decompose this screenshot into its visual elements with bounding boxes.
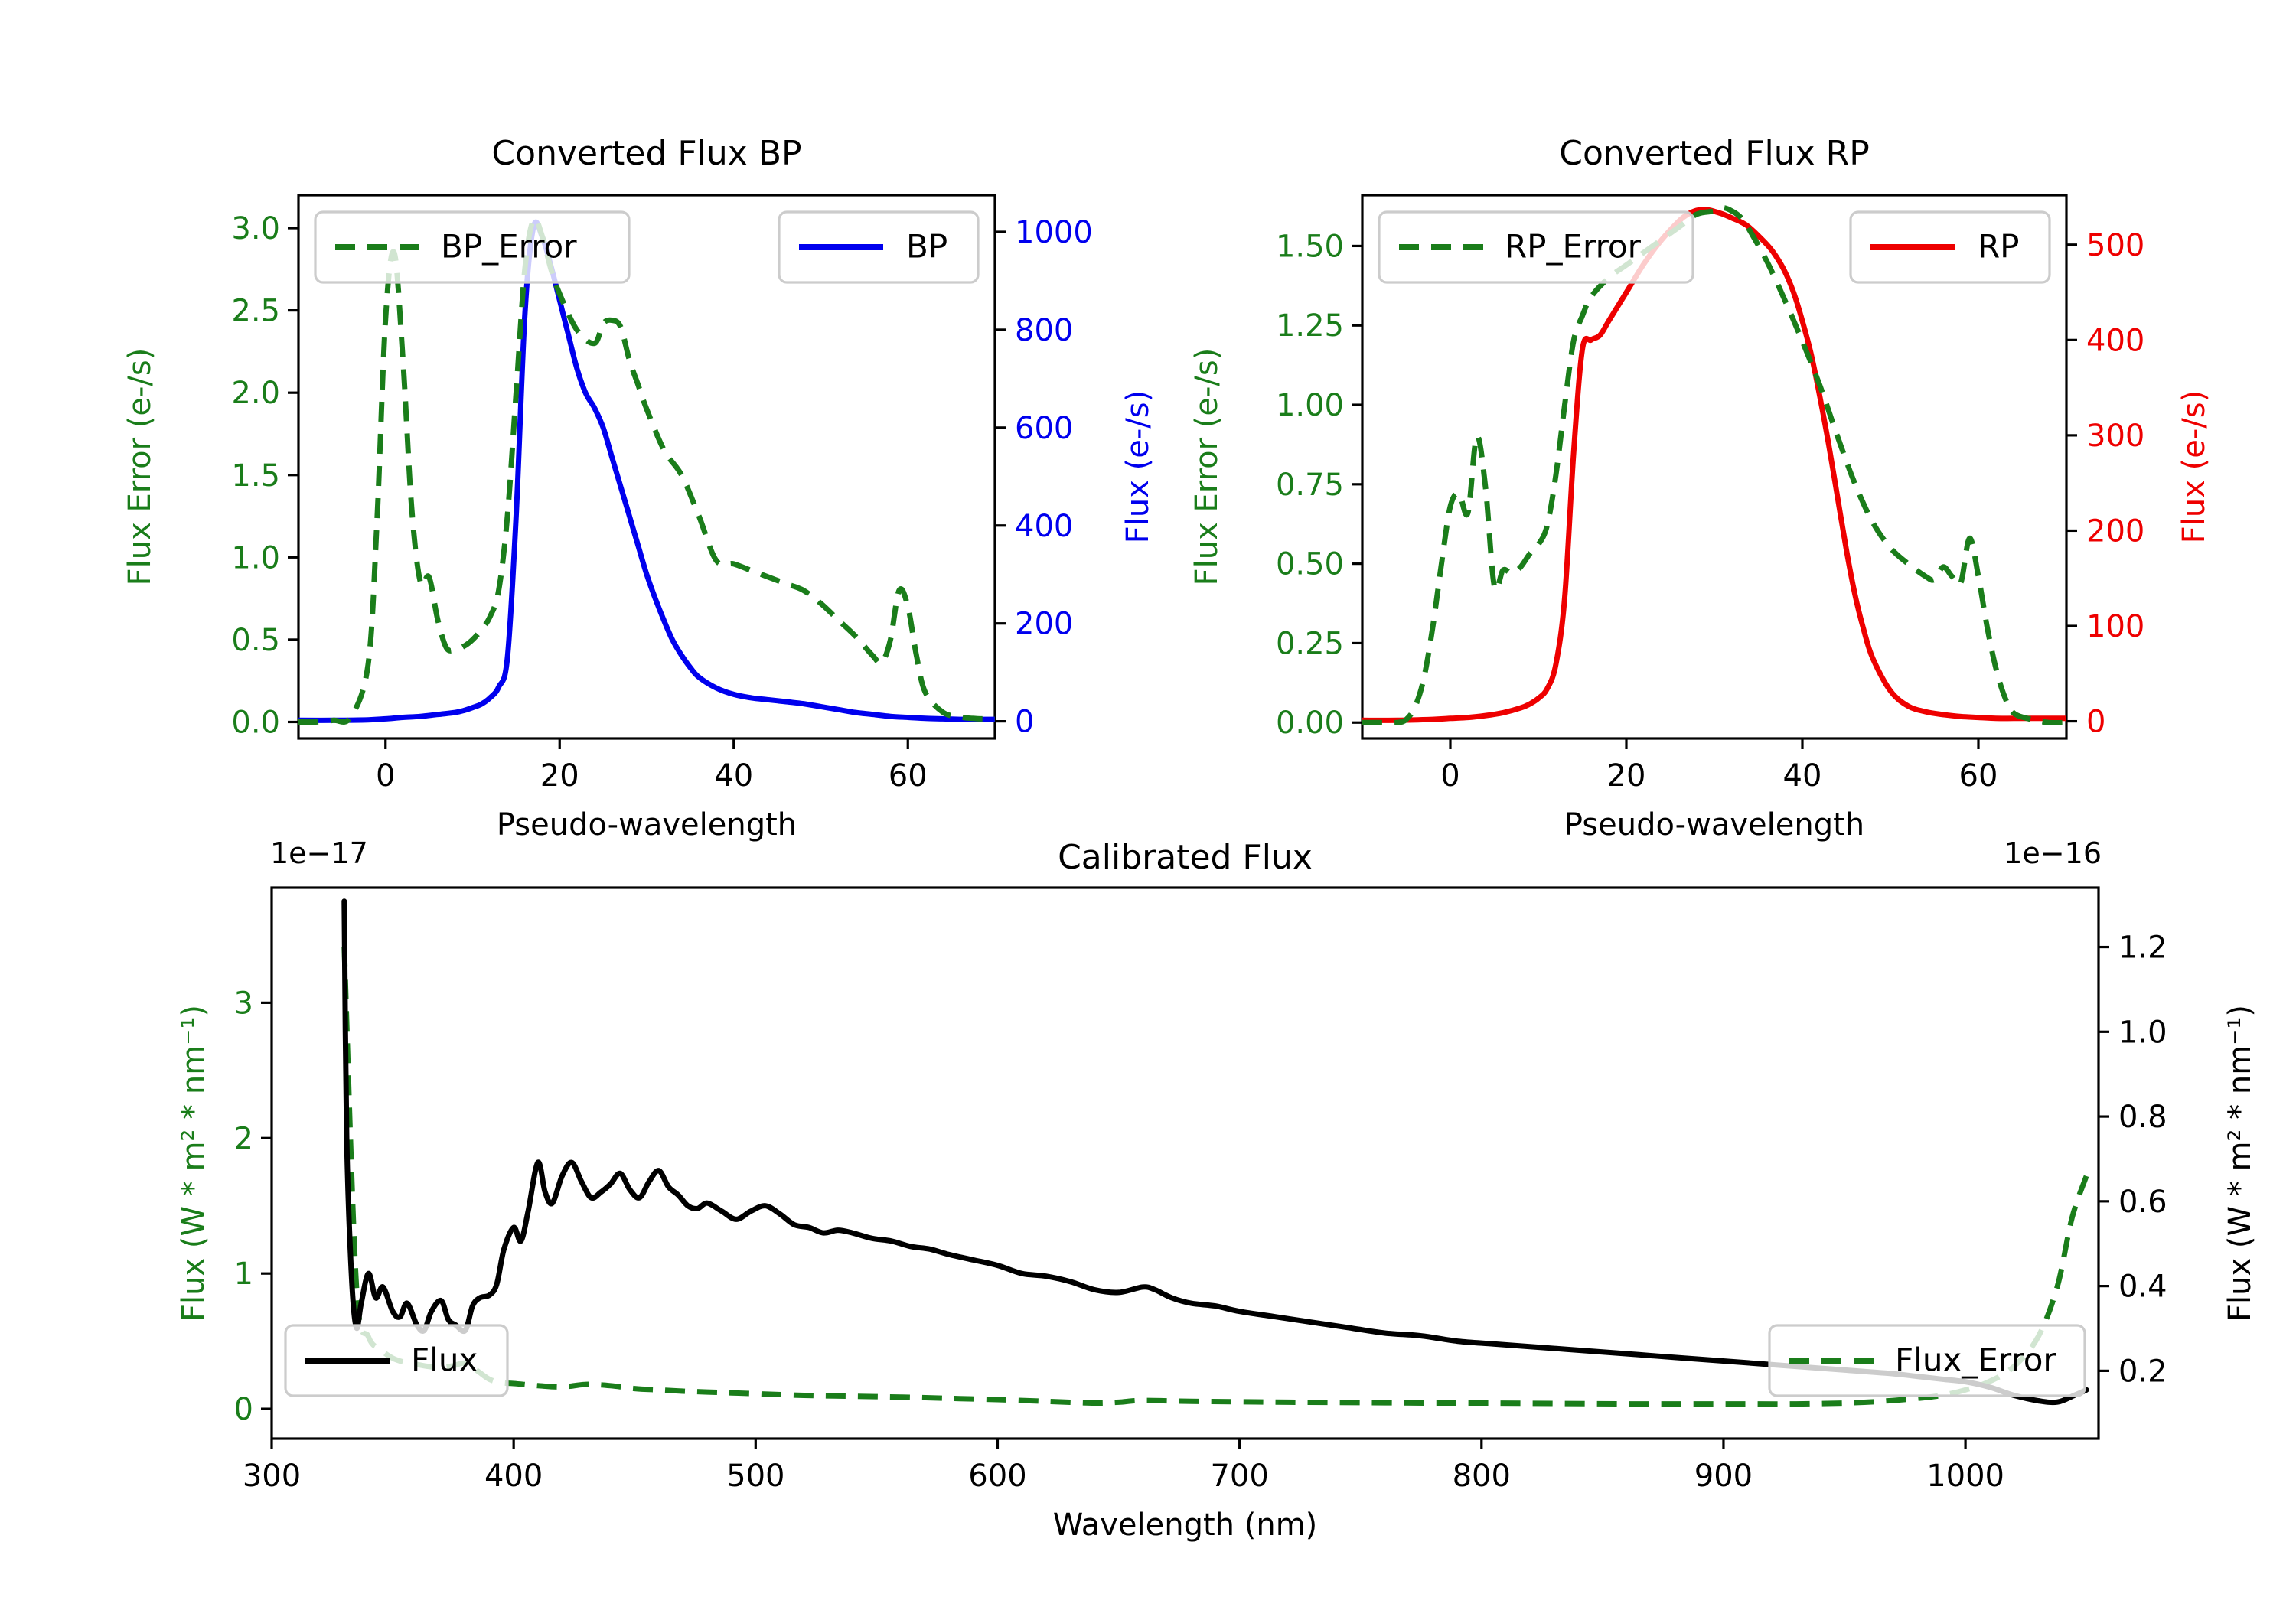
legend-box-flux (284, 1324, 509, 1397)
y-axis-label-left-calibrated: Flux (W * m² * nm⁻¹) (176, 1005, 211, 1322)
panel-calibrated-flux: Calibrated Flux 1e−17 1e−16 300 400 500 600 700… (176, 836, 2258, 1543)
axes-frame-calibrated (270, 886, 2100, 1440)
y-tick-label-left-rp: 0.75 (1276, 468, 1344, 503)
panel-converted-flux-rp: Converted Flux RP 0 20 40 60 Pseudo-wavelengt… (1189, 134, 2212, 843)
y-tick-label-left-bp: 2.0 (231, 376, 280, 411)
legend-label-rp-flux: RP (1978, 228, 2020, 266)
y-tick-label-right-calibrated: 1.2 (2118, 931, 2167, 966)
x-tick-label-calibrated: 300 (243, 1459, 301, 1494)
x-tick-label-calibrated: 400 (484, 1459, 543, 1494)
panel-title-rp: Converted Flux RP (1559, 134, 1870, 173)
series-flux-error (341, 947, 2089, 1407)
legend-calibrated-flux: Flux (284, 1324, 509, 1397)
y-tick-label-right-bp: 1000 (1015, 215, 1093, 250)
panel-converted-flux-bp: Converted Flux BP 0 20 40 60 Pseudo-wavelengt… (122, 134, 1156, 843)
legend-label-flux-error: Flux_Error (1895, 1341, 2056, 1379)
y-tick-label-left-calibrated: 1 (234, 1257, 253, 1292)
x-tick-label-calibrated: 500 (726, 1459, 784, 1494)
y-axis-label-right-calibrated: Flux (W * m² * nm⁻¹) (2223, 1005, 2258, 1322)
y-tick-label-right-calibrated: 0.2 (2118, 1354, 2167, 1389)
x-tick-label-bp: 20 (540, 758, 579, 794)
series-group-calibrated (341, 898, 2089, 1407)
legend-box-bp-error (314, 210, 631, 284)
x-tick-label-rp: 20 (1607, 758, 1646, 794)
y-tick-label-left-calibrated: 3 (234, 986, 253, 1021)
x-axis-label-rp: Pseudo-wavelength (1564, 807, 1864, 843)
y-tick-label-left-calibrated: 0 (234, 1392, 253, 1427)
legend-rp-flux: RP (1849, 210, 2051, 284)
offset-text-left: 1e−17 (270, 836, 368, 870)
y-tick-label-right-rp: 300 (2086, 419, 2144, 454)
series-flux (341, 898, 2089, 1406)
y-tick-label-right-rp: 500 (2086, 228, 2144, 263)
y-tick-label-right-bp: 600 (1015, 411, 1073, 446)
legend-bp-flux: BP (778, 210, 980, 284)
series-group-rp (1362, 205, 2066, 726)
x-tick-label-rp: 60 (1959, 758, 1998, 794)
x-tick-label-calibrated: 700 (1210, 1459, 1268, 1494)
y-tick-label-right-calibrated: 0.6 (2118, 1185, 2167, 1220)
y-axis-label-left-rp: Flux Error (e-/s) (1189, 348, 1225, 586)
panel-title-bp: Converted Flux BP (491, 134, 801, 173)
y-tick-label-right-rp: 400 (2086, 323, 2144, 358)
x-axis-label-calibrated: Wavelength (nm) (1053, 1508, 1318, 1543)
y-tick-label-right-calibrated: 0.4 (2118, 1270, 2167, 1305)
y-tick-label-left-calibrated: 2 (234, 1121, 253, 1156)
series-group-bp (298, 216, 995, 725)
y-tick-label-right-bp: 200 (1015, 607, 1073, 642)
y-tick-label-left-bp: 0.0 (231, 705, 280, 740)
y-axis-label-right-bp: Flux (e-/s) (1120, 390, 1156, 543)
x-tick-label-calibrated: 800 (1453, 1459, 1511, 1494)
legend-rp-error: RP_Error (1378, 210, 1694, 284)
x-axis-label-bp: Pseudo-wavelength (497, 807, 797, 843)
y-tick-label-left-rp: 0.50 (1276, 547, 1344, 582)
y-tick-label-right-rp: 100 (2086, 609, 2144, 644)
y-tick-label-left-rp: 1.50 (1276, 229, 1344, 264)
y-tick-label-right-calibrated: 1.0 (2118, 1015, 2167, 1050)
legend-calibrated-flux-error: Flux_Error (1768, 1324, 2086, 1397)
legend-label-rp-error: RP_Error (1505, 228, 1642, 266)
x-tick-label-bp: 60 (889, 758, 928, 794)
y-tick-label-left-rp: 1.00 (1276, 388, 1344, 423)
offset-text-right: 1e−16 (2004, 836, 2102, 870)
y-tick-label-right-bp: 0 (1015, 705, 1034, 740)
x-tick-label-rp: 0 (1440, 758, 1459, 794)
legend-label-bp-flux: BP (906, 228, 947, 266)
legend-box-rp-error (1378, 210, 1694, 284)
series-rp-error (1362, 205, 2066, 726)
legend-box-flux-error (1768, 1324, 2086, 1397)
y-tick-label-right-bp: 800 (1015, 313, 1073, 348)
y-tick-label-right-rp: 0 (2086, 705, 2105, 740)
y-axis-label-left-bp: Flux Error (e-/s) (122, 348, 158, 586)
y-axis-label-right-rp: Flux (e-/s) (2177, 390, 2212, 543)
series-bp-error (298, 216, 995, 725)
panel-title-calibrated: Calibrated Flux (1058, 838, 1313, 877)
y-tick-label-left-bp: 1.0 (231, 540, 280, 575)
x-tick-label-calibrated: 1000 (1926, 1459, 2004, 1494)
y-tick-label-left-rp: 0.00 (1276, 706, 1344, 741)
axes-frame-rp (1361, 194, 2068, 740)
series-rp-flux (1362, 207, 2066, 723)
y-tick-label-left-bp: 1.5 (231, 458, 280, 494)
axes-frame-bp (297, 194, 996, 740)
legend-label-flux: Flux (411, 1341, 478, 1379)
y-tick-label-right-rp: 200 (2086, 513, 2144, 549)
y-tick-label-left-rp: 0.25 (1276, 626, 1344, 661)
y-tick-label-left-bp: 0.5 (231, 623, 280, 658)
x-tick-label-bp: 40 (714, 758, 753, 794)
series-bp-flux (298, 219, 995, 723)
legend-bp-error: BP_Error (314, 210, 631, 284)
legend-label-bp-error: BP_Error (441, 228, 577, 266)
x-tick-label-bp: 0 (376, 758, 395, 794)
x-tick-label-calibrated: 600 (968, 1459, 1026, 1494)
y-tick-label-left-bp: 3.0 (231, 211, 280, 246)
y-tick-label-right-calibrated: 0.8 (2118, 1100, 2167, 1135)
x-tick-label-rp: 40 (1783, 758, 1822, 794)
y-tick-label-right-bp: 400 (1015, 509, 1073, 544)
y-tick-label-left-bp: 2.5 (231, 294, 280, 329)
x-tick-label-calibrated: 900 (1694, 1459, 1753, 1494)
y-tick-label-left-rp: 1.25 (1276, 308, 1344, 344)
